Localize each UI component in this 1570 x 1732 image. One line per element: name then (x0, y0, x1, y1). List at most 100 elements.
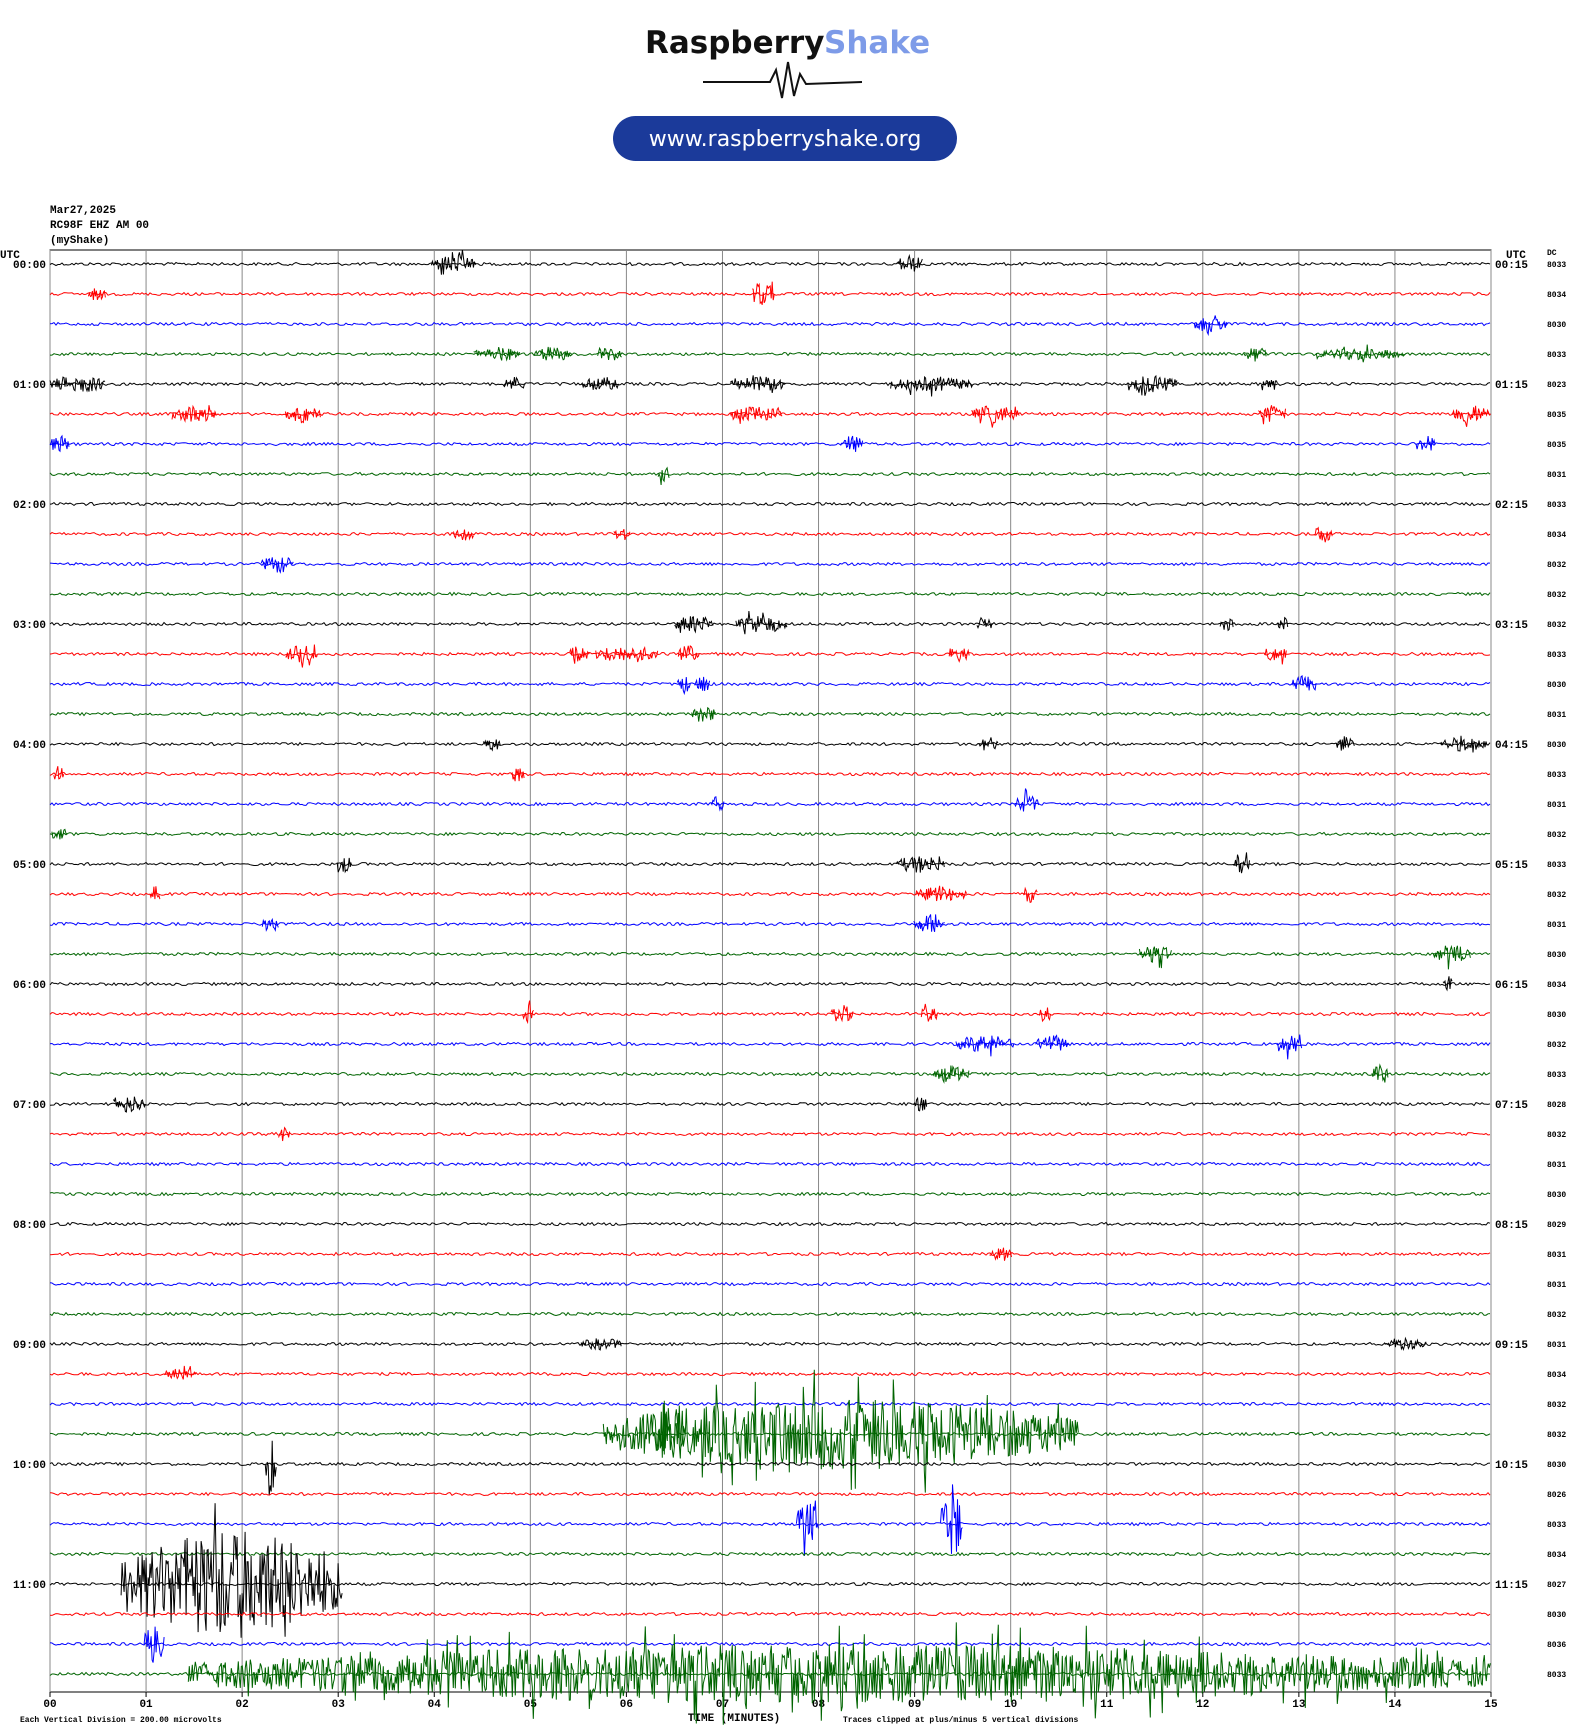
x-tick-label: 05 (524, 1699, 538, 1711)
event-burst (569, 646, 591, 664)
event-burst (1263, 648, 1287, 665)
event-burst (915, 885, 968, 902)
right-time-label: 07:15 (1495, 1100, 1528, 1112)
event-burst (795, 1500, 819, 1557)
trace (49, 711, 1491, 717)
event-burst (1442, 976, 1453, 992)
trace (49, 651, 1491, 657)
dc-value: 8036 (1547, 1641, 1566, 1650)
dc-value: 8023 (1547, 381, 1566, 390)
event-burst (453, 529, 474, 541)
trace (49, 981, 1491, 987)
event-burst (830, 1005, 854, 1023)
station: RC98F EHZ AM 00 (50, 220, 149, 232)
event-burst (1023, 886, 1038, 904)
dc-value: 8030 (1547, 741, 1566, 750)
trace (49, 1521, 1491, 1527)
dc-value: 8034 (1547, 531, 1566, 540)
event-burst (1039, 1007, 1051, 1023)
dc-value: 8033 (1547, 771, 1566, 780)
x-tick-label: 13 (1292, 1699, 1306, 1711)
dc-value: 8033 (1547, 1671, 1566, 1680)
left-time-label: 01:00 (13, 380, 46, 392)
trace (49, 261, 1491, 267)
dc-value: 8032 (1547, 621, 1566, 630)
event-burst (112, 1096, 146, 1113)
trace (49, 411, 1491, 417)
dc-value: 8033 (1547, 261, 1566, 270)
trace (49, 801, 1491, 807)
dc-value: 8030 (1547, 681, 1566, 690)
event-burst (522, 1000, 534, 1025)
url[interactable]: www.raspberryshake.org (649, 127, 922, 152)
event-burst (53, 766, 65, 780)
x-axis-label: TIME (MINUTES) (688, 1713, 780, 1725)
dc-value: 8034 (1547, 291, 1566, 300)
x-tick-label: 12 (1196, 1699, 1209, 1711)
dc-value: 8032 (1547, 1401, 1566, 1410)
dc-value: 8032 (1547, 1131, 1566, 1140)
plot-frame (49, 249, 1492, 1693)
event-burst (1277, 616, 1289, 630)
brand-name-accent: Shake (824, 25, 930, 61)
trace (49, 1101, 1491, 1107)
dc-value: 8033 (1547, 861, 1566, 870)
x-tick-label: 01 (139, 1699, 153, 1711)
event-burst (676, 677, 691, 696)
trace (49, 561, 1491, 567)
event-burst (955, 1035, 1015, 1057)
event-burst (278, 1126, 291, 1142)
dc-value: 8031 (1547, 1341, 1566, 1350)
url-pill[interactable] (613, 116, 957, 161)
dc-value: 8031 (1547, 1161, 1566, 1170)
trace (49, 531, 1491, 537)
event-burst (285, 644, 318, 668)
trace (50, 351, 1491, 357)
left-time-label: 02:00 (13, 500, 46, 512)
event-burst (1371, 1063, 1389, 1083)
event-burst (1138, 946, 1172, 969)
event-burst (533, 346, 573, 361)
left-time-label: 03:00 (13, 620, 46, 632)
trace (49, 891, 1491, 897)
right-time-label: 11:15 (1495, 1580, 1528, 1592)
dc-value: 8032 (1547, 1311, 1566, 1320)
event-burst (896, 253, 923, 272)
event-burst (890, 375, 974, 397)
event-burst (261, 917, 279, 932)
event-burst (613, 529, 631, 541)
event-burst (502, 376, 526, 389)
event-burst (895, 856, 945, 873)
event-burst (87, 288, 106, 301)
dc-value: 8033 (1547, 501, 1566, 510)
event-burst (597, 346, 622, 361)
left-time-label: 11:00 (13, 1580, 46, 1592)
trace (49, 951, 1491, 957)
event-burst (143, 1626, 165, 1663)
event-burst (510, 768, 525, 782)
event-burst (473, 346, 521, 362)
trace (49, 1281, 1491, 1287)
dc-value: 8033 (1547, 1071, 1566, 1080)
event-burst (657, 466, 670, 486)
left-time-label: 09:00 (13, 1340, 46, 1352)
event-burst (49, 434, 70, 453)
event-burst (602, 1369, 1079, 1493)
trace (49, 1581, 1491, 1587)
trace (49, 1341, 1491, 1347)
event-burst (1035, 1034, 1069, 1051)
trace (49, 1191, 1491, 1197)
event-burst (691, 706, 717, 722)
dc-value: 8032 (1547, 1041, 1566, 1050)
trace (49, 1611, 1491, 1617)
trace (49, 291, 1491, 297)
trace (49, 1071, 1491, 1077)
trace (49, 1131, 1491, 1137)
dc-value: 8032 (1547, 831, 1566, 840)
dc-value: 8033 (1547, 351, 1566, 360)
trace (49, 1491, 1491, 1497)
trace (49, 1011, 1491, 1017)
x-tick-label: 07 (716, 1699, 729, 1711)
event-burst (1415, 436, 1436, 451)
